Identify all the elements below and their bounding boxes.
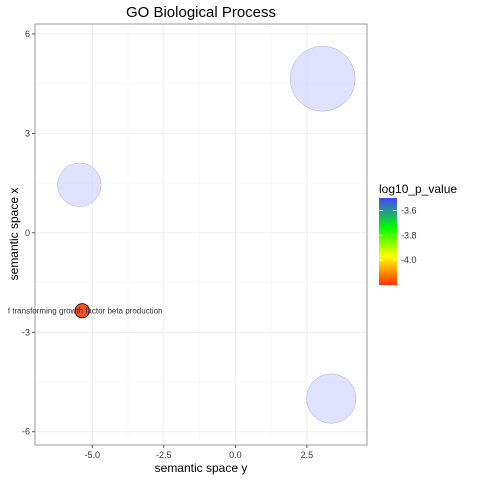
data-point-1: [289, 45, 356, 112]
data-point-2: [57, 162, 102, 207]
x-axis-ticks: -5.0 -2.5 0.0 2.5: [84, 445, 313, 460]
data-point-3: [306, 373, 357, 424]
color-bar: [379, 198, 397, 285]
y-tick-label: 6: [25, 29, 30, 39]
color-bar-tick-label: -4.0: [401, 255, 417, 265]
data-points: f transforming growth factor beta produc…: [8, 45, 357, 424]
y-tick-label: 0: [25, 228, 30, 238]
y-tick-label: 3: [25, 128, 30, 138]
y-tick-label: -6: [22, 427, 30, 437]
data-point-4: [74, 303, 90, 319]
chart-title: GO Biological Process: [126, 4, 276, 21]
color-bar-ticks: -3.6 -3.8 -4.0: [379, 205, 417, 265]
x-tick-label: 2.5: [301, 450, 314, 460]
y-axis-ticks: -6 -3 0 3 6: [22, 29, 35, 437]
legend-title: log10_p_value: [379, 182, 457, 196]
data-point-label: f transforming growth factor beta produc…: [8, 307, 163, 316]
color-bar-tick-label: -3.6: [401, 205, 417, 215]
y-tick-label: -3: [22, 327, 30, 337]
y-axis-label: semantic space x: [7, 188, 21, 281]
x-tick-label: 0.0: [229, 450, 242, 460]
x-axis-label: semantic space y: [155, 461, 248, 475]
color-bar-tick-label: -3.8: [401, 230, 417, 240]
x-tick-label: -5.0: [84, 450, 100, 460]
x-tick-label: -2.5: [156, 450, 172, 460]
plot-panel-border: [34, 23, 368, 446]
